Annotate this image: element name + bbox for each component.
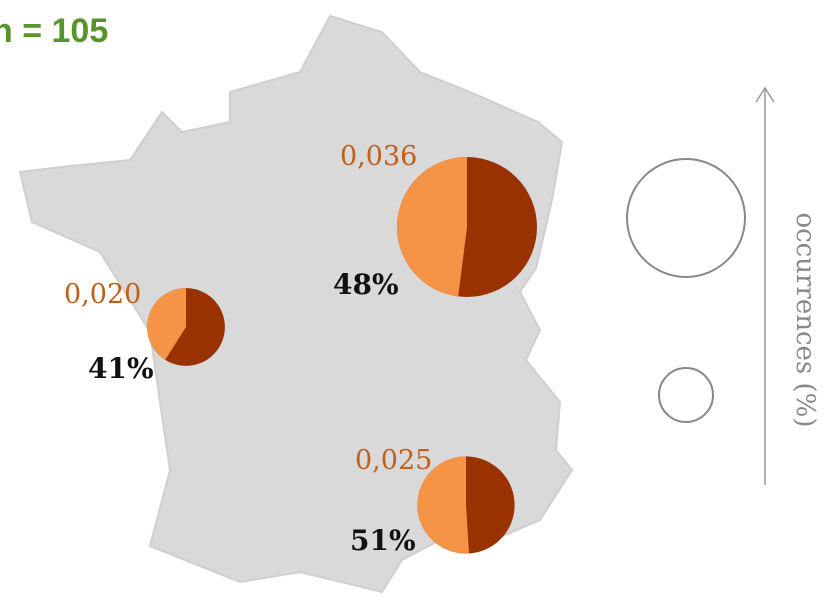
- share-label: 51%: [350, 524, 416, 557]
- share-label: 48%: [333, 268, 399, 301]
- legend-circle-small: [658, 367, 714, 423]
- share-label: 41%: [88, 352, 154, 385]
- size-label: 0,036: [340, 141, 417, 172]
- pie-slice-share: [147, 288, 186, 360]
- pie-slice-share: [417, 456, 470, 554]
- size-label: 0,025: [355, 445, 432, 476]
- legend-arrow-head: [755, 86, 775, 103]
- legend-label: occurrences (%): [790, 212, 820, 427]
- size-label: 0,020: [64, 279, 141, 310]
- pie-slice-share: [396, 157, 467, 297]
- legend-circle-large: [626, 158, 746, 278]
- title: n = 105: [0, 12, 108, 50]
